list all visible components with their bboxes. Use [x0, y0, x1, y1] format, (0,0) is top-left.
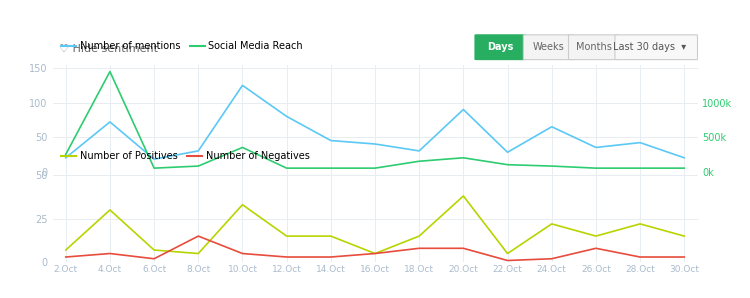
Text: Months: Months [576, 42, 611, 52]
Text: Weeks: Weeks [532, 42, 565, 52]
FancyBboxPatch shape [568, 35, 619, 60]
Text: ♡ Hide sentiment: ♡ Hide sentiment [59, 44, 158, 54]
Text: Days: Days [487, 42, 513, 52]
FancyBboxPatch shape [615, 35, 698, 60]
Text: Last 30 days  ▾: Last 30 days ▾ [614, 42, 686, 52]
Legend: Number of mentions, Social Media Reach: Number of mentions, Social Media Reach [57, 38, 307, 55]
FancyBboxPatch shape [475, 35, 525, 60]
FancyBboxPatch shape [524, 35, 574, 60]
Legend: Number of Positives, Number of Negatives: Number of Positives, Number of Negatives [57, 148, 314, 165]
